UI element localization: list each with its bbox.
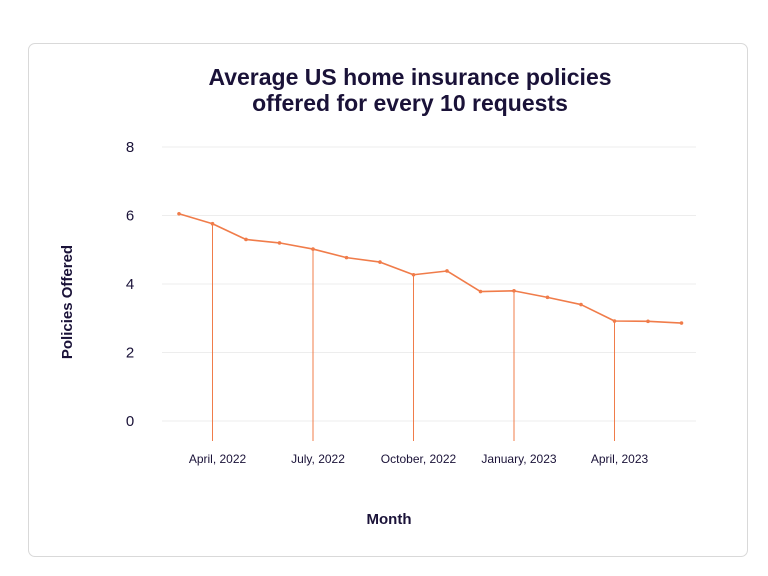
- data-point: [545, 295, 550, 300]
- y-tick-label: 2: [126, 345, 134, 362]
- x-axis-title: Month: [367, 511, 412, 528]
- data-point: [478, 289, 483, 294]
- y-axis-title: Policies Offered: [59, 245, 76, 359]
- chart-title-line-1: Average US home insurance policies: [208, 64, 612, 90]
- series-line-group: [177, 211, 684, 325]
- x-tick-label: April, 2023: [591, 452, 649, 466]
- chart-title-line-2: offered for every 10 requests: [252, 90, 568, 116]
- data-point: [311, 247, 315, 251]
- data-point: [210, 221, 215, 226]
- series-line: [178, 213, 682, 324]
- data-point: [378, 260, 382, 264]
- data-point: [244, 237, 248, 242]
- x-tick-label: October, 2022: [381, 452, 457, 466]
- data-point: [445, 269, 449, 273]
- y-axis-ticks: 0 2 4 6 8: [126, 139, 134, 430]
- chart-title: Average US home insurance policies offer…: [28, 64, 768, 116]
- chart-card: [28, 43, 748, 557]
- data-point: [579, 302, 583, 307]
- data-point: [277, 241, 282, 245]
- x-tick-label: July, 2022: [291, 452, 345, 466]
- data-point: [512, 289, 516, 293]
- y-tick-label: 8: [126, 139, 134, 156]
- data-point: [177, 211, 181, 216]
- y-tick-label: 4: [126, 276, 134, 293]
- x-axis-ticks: April, 2022 July, 2022 October, 2022 Januar…: [189, 452, 649, 466]
- gridlines: [162, 146, 696, 422]
- x-tick-label: January, 2023: [481, 452, 556, 466]
- x-tick-label: April, 2022: [189, 452, 247, 466]
- data-point: [646, 319, 650, 324]
- data-point: [344, 255, 349, 260]
- y-tick-label: 6: [126, 208, 134, 225]
- data-point: [411, 272, 416, 277]
- y-tick-label: 0: [126, 413, 134, 430]
- x-tick-drop-lines: [212, 223, 615, 441]
- data-point: [679, 321, 684, 325]
- data-point: [612, 319, 617, 323]
